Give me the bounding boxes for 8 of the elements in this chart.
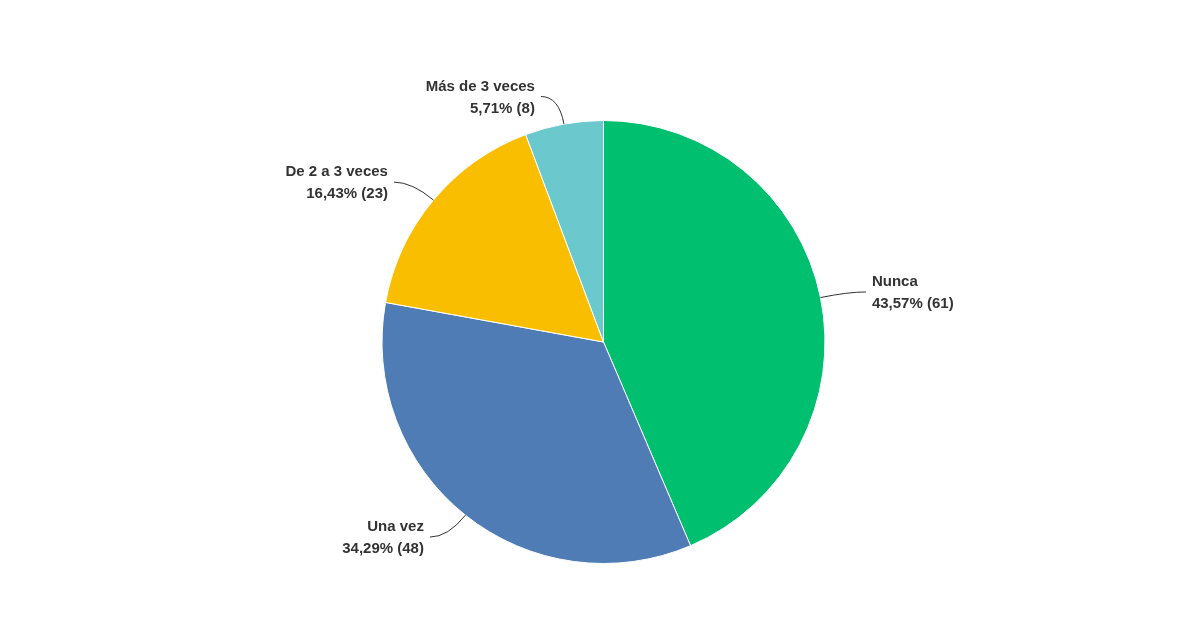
slice-label: Más de 3 veces: [425, 76, 535, 94]
slice-label: Nunca: [871, 272, 919, 290]
data-label: 34,29% (48): [342, 539, 424, 557]
data-label: 43,57% (61): [871, 294, 954, 312]
slice-label: Una vez: [367, 517, 424, 535]
data-label: 5,71% (8): [469, 98, 535, 116]
data-label: 16,43% (23): [306, 184, 388, 202]
slice-label: De 2 a 3 veces: [285, 162, 388, 180]
